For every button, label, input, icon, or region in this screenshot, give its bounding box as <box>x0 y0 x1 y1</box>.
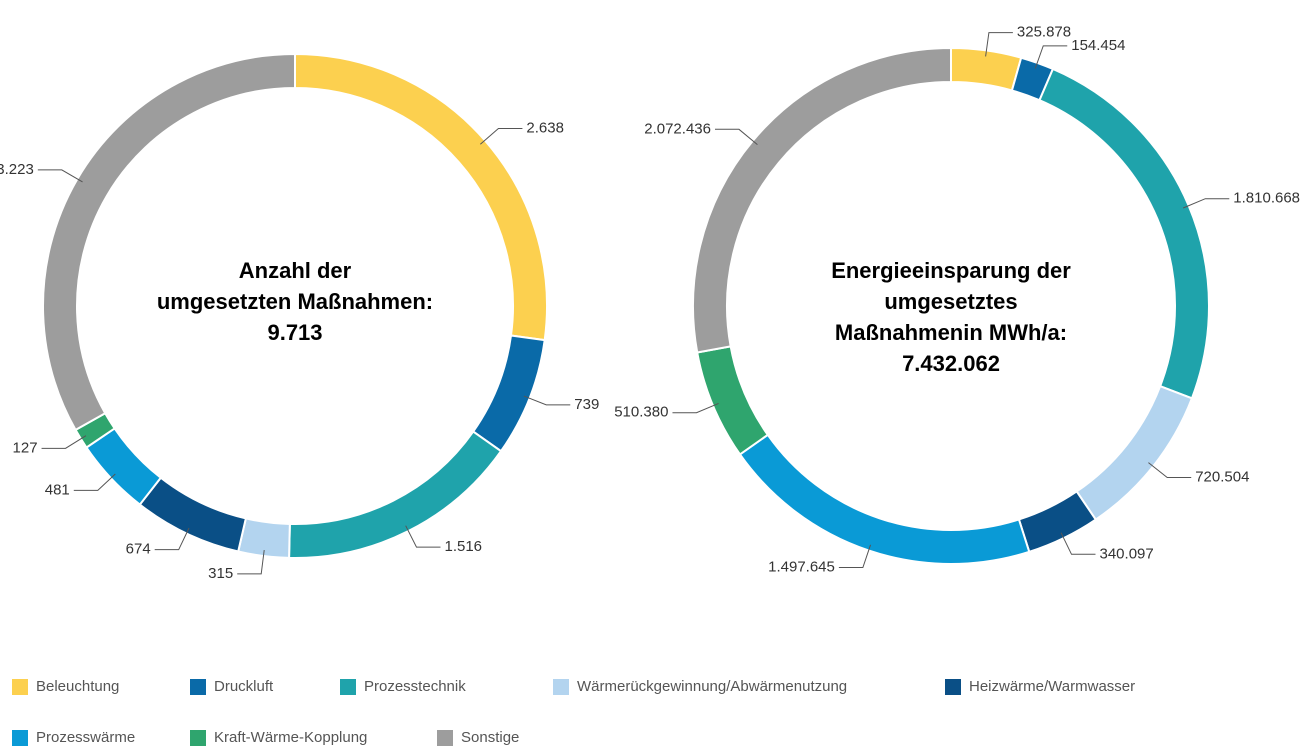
legend-label: Prozesstechnik <box>364 678 466 695</box>
data-label: 739 <box>574 396 599 413</box>
leader-line <box>154 527 190 551</box>
legend-swatch <box>190 679 206 695</box>
leader-line <box>405 525 441 548</box>
leader-line <box>1034 45 1068 69</box>
leader-line <box>480 127 523 145</box>
leader-line <box>237 550 265 575</box>
center-title: Maßnahmenin MWh/a: <box>835 320 1067 345</box>
donut-segment <box>1075 384 1194 521</box>
legend-swatch <box>945 679 961 695</box>
donut-segment <box>1038 67 1210 400</box>
data-label: 2.072.436 <box>644 120 711 137</box>
donut-segment <box>738 433 1031 565</box>
data-label: 1.810.668 <box>1233 190 1300 207</box>
center-title: Anzahl der <box>239 258 352 283</box>
legend-swatch <box>553 679 569 695</box>
legend-label: Kraft-Wärme-Kopplung <box>214 729 367 746</box>
data-label: 481 <box>45 481 70 498</box>
legend-label: Heizwärme/Warmwasser <box>969 678 1135 695</box>
legend-swatch <box>12 679 28 695</box>
legend-label: Beleuchtung <box>36 678 119 695</box>
leader-line <box>41 435 87 449</box>
legend-label: Druckluft <box>214 678 274 695</box>
leader-line <box>838 544 872 569</box>
center-title: 7.432.062 <box>902 351 1000 376</box>
donut-segment <box>696 345 770 456</box>
data-label: 315 <box>208 565 233 582</box>
data-label: 720.504 <box>1195 468 1249 485</box>
center-title: Energieeinsparung der <box>831 258 1071 283</box>
leader-line <box>672 402 719 414</box>
leader-line <box>714 128 758 146</box>
data-label: 127 <box>13 439 38 456</box>
legend-swatch <box>12 730 28 746</box>
legend-label: Wärmerückgewinnung/Abwärmenutzung <box>577 678 847 695</box>
data-label: 154.454 <box>1071 37 1125 54</box>
data-label: 510.380 <box>614 404 668 421</box>
leader-line <box>1182 198 1230 209</box>
center-title: umgesetzten Maßnahmen: <box>157 289 433 314</box>
center-title: umgesetztes <box>884 289 1017 314</box>
leader-line <box>37 169 83 183</box>
donut-segment <box>138 476 248 553</box>
leader-line <box>523 395 571 406</box>
data-label: 2.638 <box>526 119 564 136</box>
data-label: 674 <box>126 541 151 558</box>
donut-segment <box>471 334 546 453</box>
leader-line <box>985 32 1013 57</box>
data-label: 325.878 <box>1017 24 1071 41</box>
data-label: 1.516 <box>444 538 482 555</box>
legend-swatch <box>437 730 453 746</box>
legend-swatch <box>190 730 206 746</box>
leader-line <box>1148 462 1192 479</box>
legend-swatch <box>340 679 356 695</box>
data-label: 1.497.645 <box>768 559 835 576</box>
leader-line <box>1060 532 1096 555</box>
data-label: 340.097 <box>1100 545 1154 562</box>
donut-segment <box>42 52 296 432</box>
legend-label: Prozesswärme <box>36 729 135 746</box>
legend-label: Sonstige <box>461 729 519 746</box>
center-title: 9.713 <box>267 320 322 345</box>
donut-segment <box>692 46 952 354</box>
leader-line <box>73 473 116 491</box>
data-label: 3.223 <box>0 161 34 178</box>
